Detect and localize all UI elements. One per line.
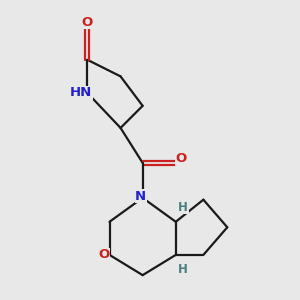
Text: O: O: [98, 248, 110, 261]
Text: N: N: [135, 190, 146, 202]
Text: H: H: [178, 200, 188, 214]
Text: O: O: [176, 152, 187, 165]
Text: H: H: [178, 263, 188, 276]
Text: HN: HN: [70, 86, 92, 100]
Text: O: O: [82, 16, 93, 29]
